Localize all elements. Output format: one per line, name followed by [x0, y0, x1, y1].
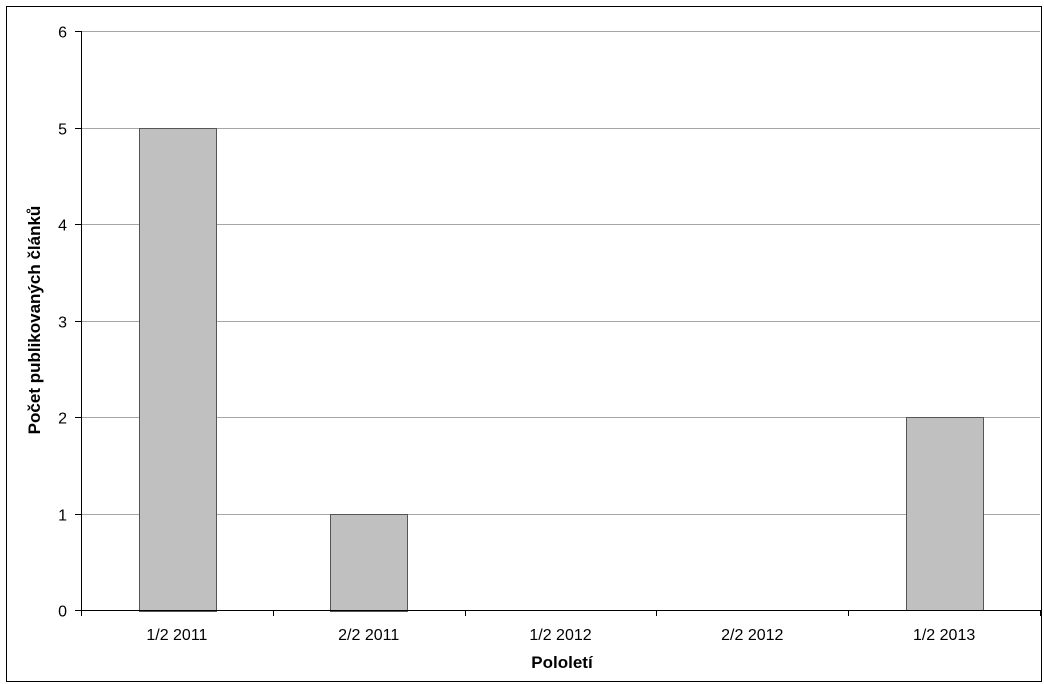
y-tick-label: 6: [58, 25, 67, 42]
x-axis-title: Pololetí: [531, 653, 594, 672]
gridlines: [81, 31, 1040, 515]
bar: [906, 417, 984, 611]
y-tick-label: 4: [58, 218, 67, 235]
x-tick-label: 2/2 2011: [338, 627, 399, 644]
y-tick-label: 0: [58, 604, 67, 621]
y-tick-label: 2: [58, 411, 67, 428]
bars: [139, 128, 984, 612]
y-tick-label: 3: [58, 315, 67, 332]
y-tick-label: 5: [58, 122, 67, 139]
axes: [75, 31, 1041, 616]
x-tick-label: 1/2 2011: [146, 627, 207, 644]
y-tick-label: 1: [58, 508, 67, 525]
y-axis-title: Počet publikovaných článků: [25, 206, 44, 435]
tick-labels: 0 1 2 3 4 5 6 1/2 2011 2/2 2011 1/2 2012 2/2 2012 1…: [58, 25, 975, 645]
bar: [330, 514, 408, 612]
x-tick-label: 1/2 2012: [529, 627, 591, 644]
x-tick-label: 2/2 2012: [721, 627, 783, 644]
x-tick-label: 1/2 2013: [913, 627, 975, 644]
bar: [139, 128, 217, 612]
